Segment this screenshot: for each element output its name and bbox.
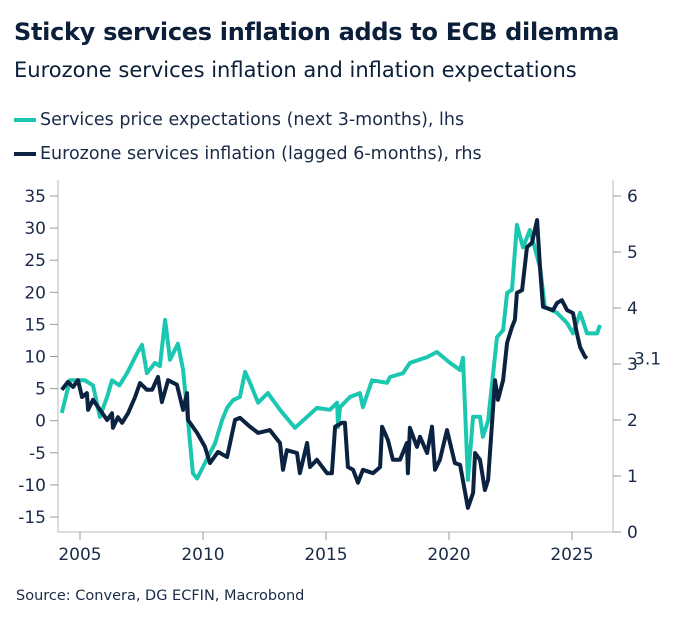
x-tick-label: 2020 [427, 545, 470, 565]
legend-swatch-teal [14, 118, 36, 122]
legend-item-services-inflation: Eurozone services inflation (lagged 6-mo… [14, 144, 482, 164]
chart-title: Sticky services inflation adds to ECB di… [14, 18, 620, 46]
legend-label: Eurozone services inflation (lagged 6-mo… [40, 144, 482, 164]
right-tick-label: 1 [627, 467, 638, 487]
right-tick-label: 5 [627, 243, 638, 263]
chart-subtitle: Eurozone services inflation and inflatio… [14, 58, 577, 82]
left-tick-label: -15 [18, 508, 46, 528]
left-tick-label: 35 [24, 187, 46, 207]
right-tick-label: 2 [627, 411, 638, 431]
legend-item-services-expectations: Services price expectations (next 3-mont… [14, 110, 464, 130]
end-value-label: 3.1 [634, 349, 661, 369]
x-tick-label: 2015 [304, 545, 347, 565]
left-tick-label: 15 [24, 315, 46, 335]
left-tick-label: 25 [24, 251, 46, 271]
series-line-services-inflation [60, 218, 589, 510]
left-tick-label: -10 [18, 476, 46, 496]
left-tick-label: 30 [24, 219, 46, 239]
legend-label: Services price expectations (next 3-mont… [40, 110, 465, 130]
x-tick-label: 2010 [181, 545, 224, 565]
source-note: Source: Convera, DG ECFIN, Macrobond [16, 588, 305, 604]
x-tick-label: 2025 [550, 545, 593, 565]
left-tick-label: 5 [35, 380, 46, 400]
right-tick-label: 0 [627, 523, 638, 543]
left-tick-label: -5 [29, 444, 46, 464]
left-tick-label: 20 [24, 283, 46, 303]
right-tick-label: 6 [627, 187, 638, 207]
series-line-services-expectations [59, 222, 602, 482]
x-tick-label: 2005 [58, 545, 101, 565]
right-tick-label: 4 [627, 299, 638, 319]
legend-swatch-navy [14, 152, 36, 156]
left-tick-label: 0 [35, 412, 46, 432]
right-tick-label: 3 [627, 355, 638, 375]
left-tick-label: 10 [24, 348, 46, 368]
